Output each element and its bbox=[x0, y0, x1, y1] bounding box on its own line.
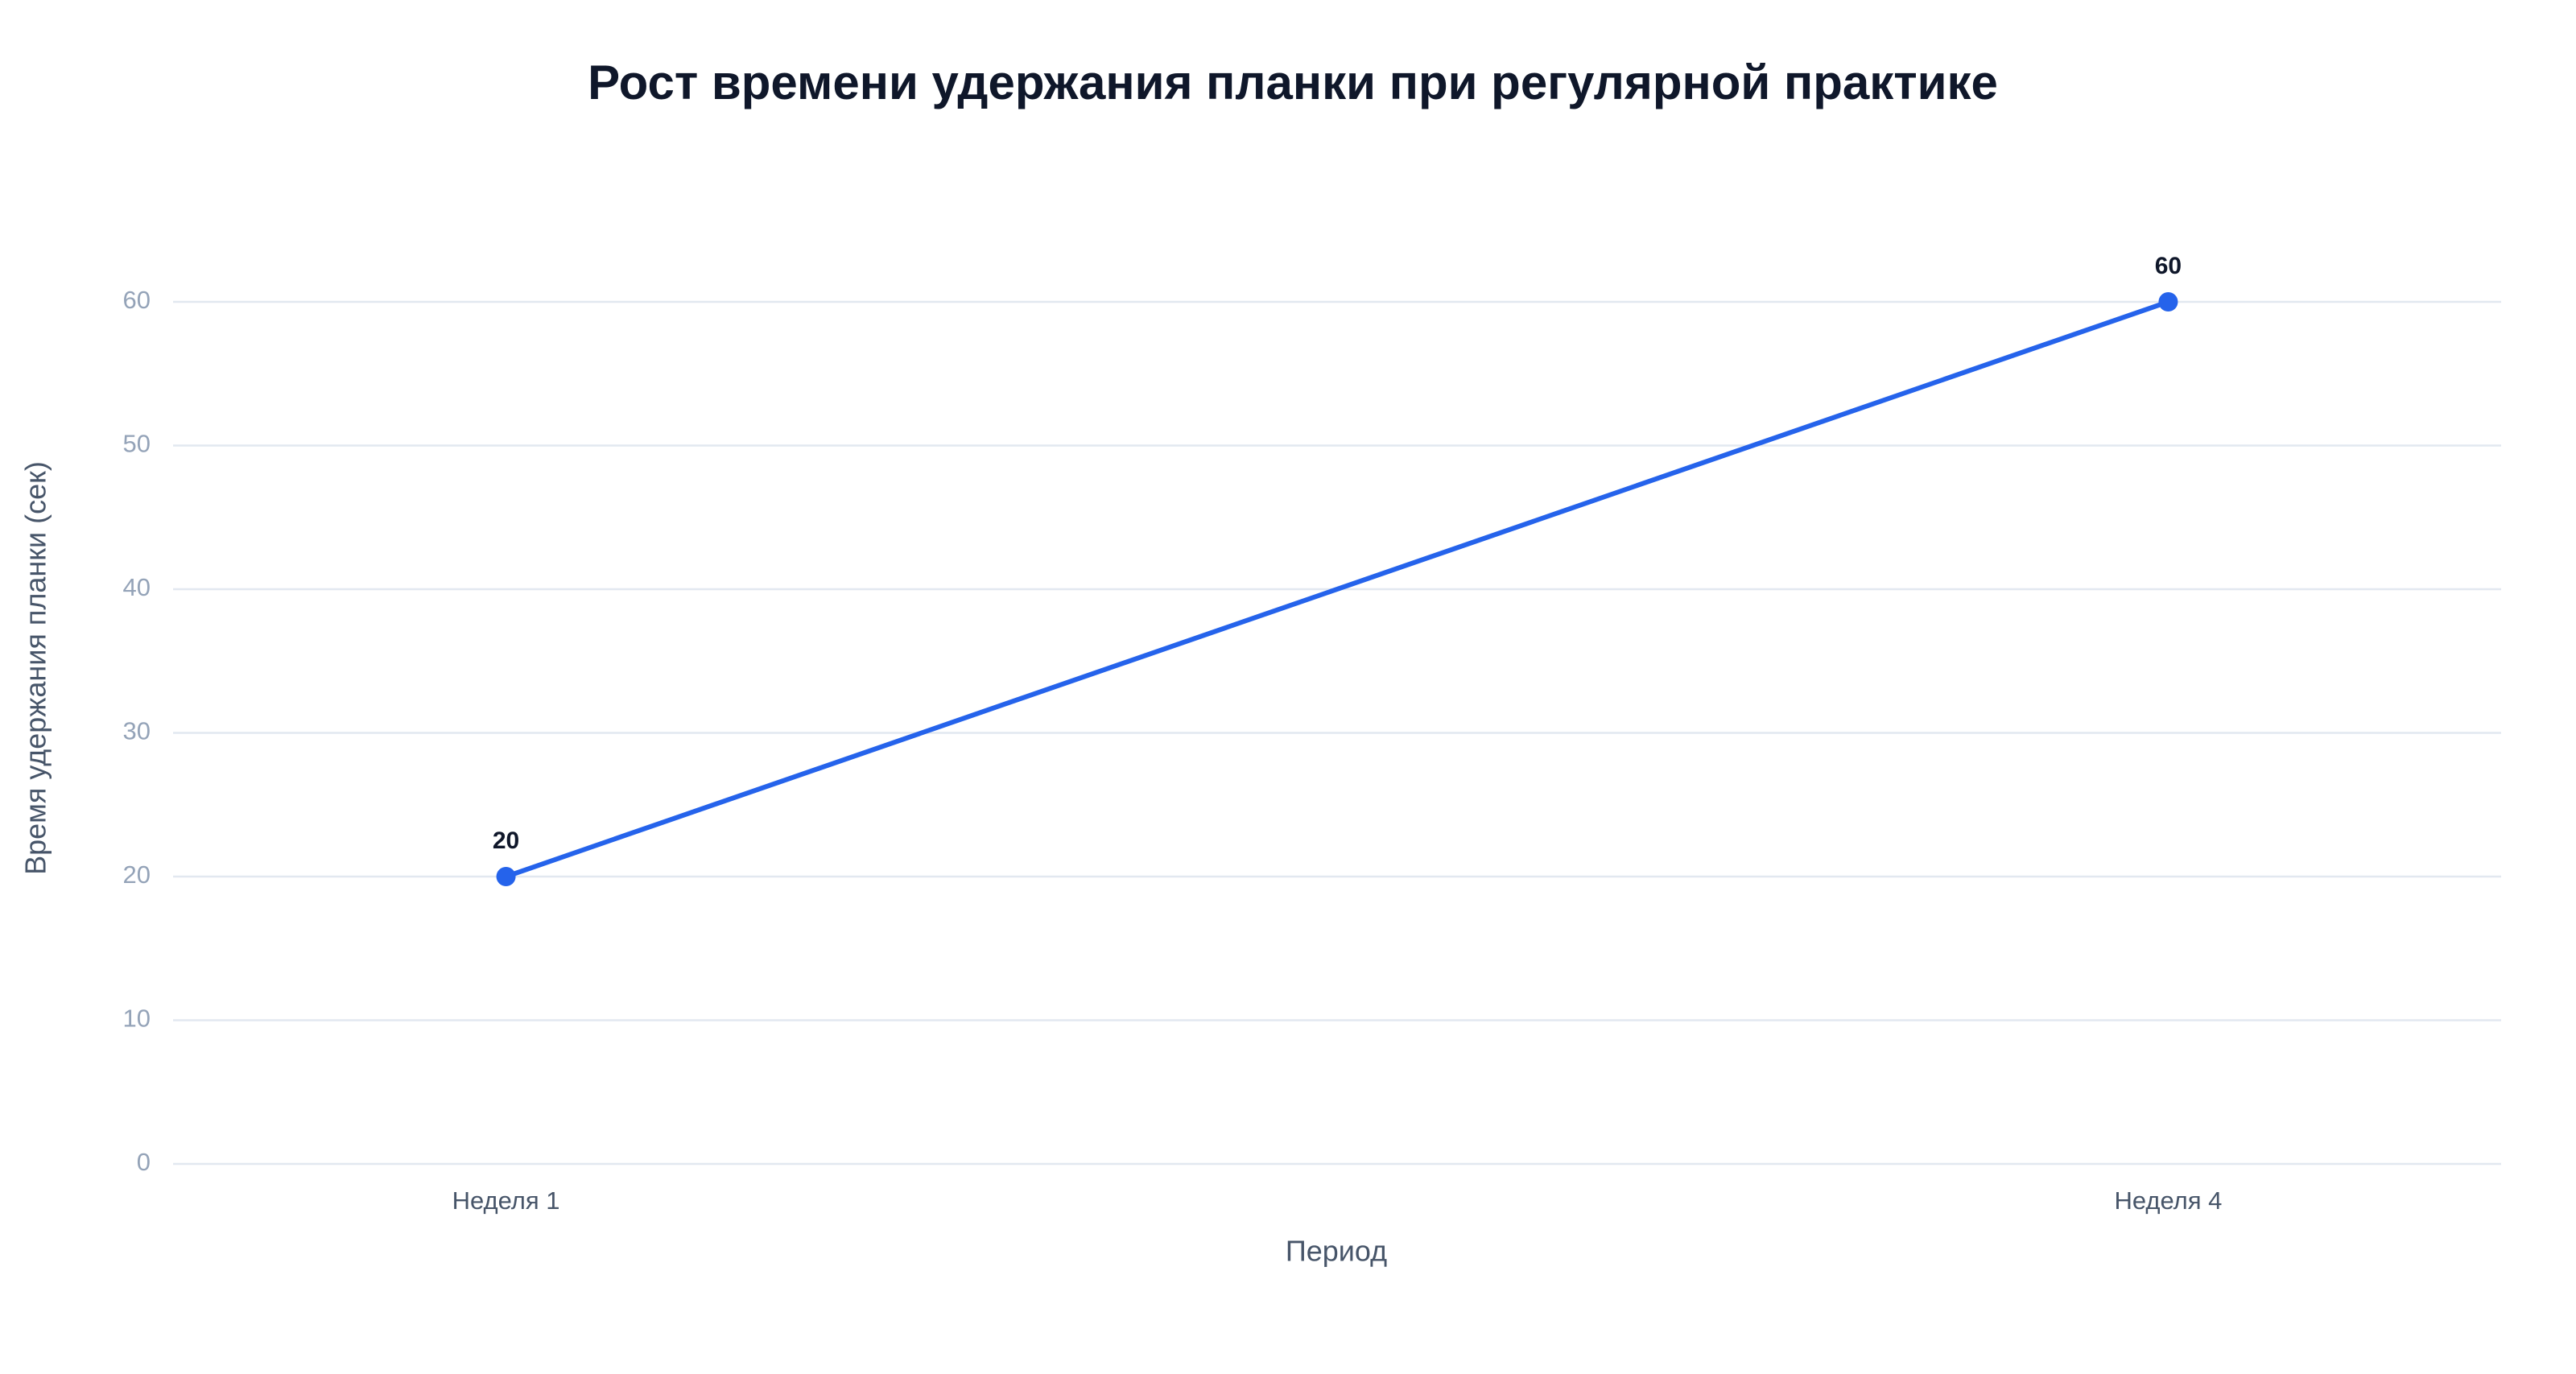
y-tick-label: 30 bbox=[123, 717, 151, 745]
y-tick-label: 40 bbox=[123, 573, 151, 601]
data-line bbox=[505, 299, 2169, 879]
x-tick-label: Неделя 4 bbox=[2114, 1186, 2222, 1215]
x-axis-title: Период bbox=[1286, 1235, 1387, 1268]
y-tick-label: 60 bbox=[123, 286, 151, 314]
chart-title: Рост времени удержания планки при регуля… bbox=[588, 56, 1998, 109]
data-point bbox=[2158, 292, 2178, 312]
data-point bbox=[496, 867, 516, 886]
x-tick-label: Неделя 1 bbox=[452, 1186, 560, 1215]
y-tick-label: 10 bbox=[123, 1005, 151, 1033]
data-label: 20 bbox=[493, 827, 519, 854]
y-tick-label: 0 bbox=[137, 1148, 151, 1176]
y-axis-title: Время удержания планки (сек) bbox=[19, 461, 52, 875]
y-tick-label: 20 bbox=[123, 860, 151, 889]
data-label: 60 bbox=[2155, 253, 2182, 279]
y-tick-label: 50 bbox=[123, 430, 151, 458]
